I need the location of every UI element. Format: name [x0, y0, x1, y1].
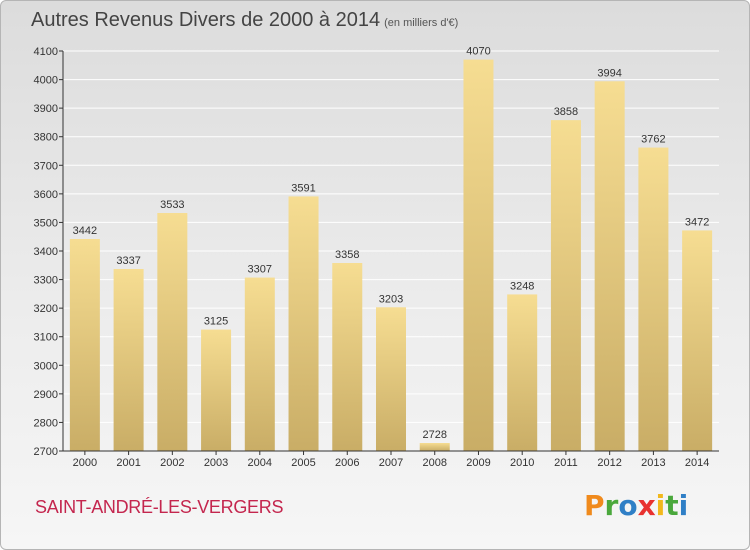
proxiti-logo[interactable]: Proxiti: [584, 489, 688, 522]
x-tick-label: 2001: [116, 457, 140, 469]
x-tick-label: 2010: [510, 457, 534, 469]
data-label: 4070: [466, 46, 490, 58]
logo-letter: P: [584, 489, 605, 522]
y-tick-label: 3800: [34, 132, 58, 144]
y-tick-label: 4000: [34, 75, 58, 87]
x-tick-label: 2006: [335, 457, 359, 469]
logo-letter: i: [655, 489, 666, 522]
bar: [419, 443, 450, 451]
bar: [113, 269, 144, 451]
bar: [594, 81, 625, 452]
x-tick-label: 2008: [422, 457, 446, 469]
data-label: 3472: [685, 216, 709, 228]
bar-chart: 2700 2800 2900 3000 3100 3200 3300 3400 3500 3600…: [34, 46, 719, 469]
data-label: 3591: [291, 182, 315, 194]
y-tick-label: 3900: [34, 103, 58, 115]
x-tick-label: 2007: [379, 457, 403, 469]
data-labels: 3442 3337 3533 3125 3307 3591 3358 3203 2728 4070…: [73, 46, 710, 441]
y-tick-label: 3600: [34, 189, 58, 201]
data-label: 3533: [160, 199, 184, 211]
x-tick-label: 2005: [291, 457, 315, 469]
chart-title: Autres Revenus Divers de 2000 à 2014 (en …: [31, 9, 458, 32]
bar: [201, 329, 232, 451]
y-tick-label: 2800: [34, 417, 58, 429]
y-axis-labels: 2700 2800 2900 3000 3100 3200 3300 3400 3500 3600…: [34, 46, 58, 458]
x-tick-label: 2013: [641, 457, 665, 469]
y-tick-label: 3300: [34, 275, 58, 287]
y-tick-label: 3500: [34, 217, 58, 229]
bar: [288, 196, 319, 451]
bar: [69, 239, 100, 451]
x-tick-label: 2000: [73, 457, 97, 469]
data-label: 3762: [641, 134, 665, 146]
bar: [157, 213, 188, 451]
data-label: 3994: [597, 67, 621, 79]
data-label: 3337: [116, 255, 140, 267]
logo-letter: t: [665, 489, 679, 522]
data-label: 3307: [248, 264, 272, 276]
x-tick-label: 2004: [248, 457, 272, 469]
bar: [638, 147, 669, 452]
x-tick-label: 2012: [597, 457, 621, 469]
data-label: 2728: [422, 429, 446, 441]
bar: [463, 59, 494, 451]
y-tick-label: 3700: [34, 160, 58, 172]
data-label: 3358: [335, 249, 359, 261]
x-tick-label: 2003: [204, 457, 228, 469]
y-tick-label: 2700: [34, 446, 58, 458]
data-label: 3125: [204, 316, 228, 328]
y-tick-label: 3200: [34, 303, 58, 315]
data-label: 3858: [554, 106, 578, 118]
bar: [376, 307, 406, 451]
x-tick-label: 2002: [160, 457, 184, 469]
commune-name: SAINT-ANDRÉ-LES-VERGERS: [35, 497, 284, 517]
bar: [332, 263, 363, 451]
y-tick-label: 4100: [34, 46, 58, 58]
bar: [244, 277, 275, 451]
logo-letter: x: [637, 489, 656, 522]
logo-letter: i: [678, 489, 689, 522]
data-label: 3203: [379, 293, 403, 305]
chart-unit: (en milliers d'€): [384, 17, 459, 29]
logo-letter: r: [604, 489, 619, 522]
x-tick-label: 2014: [685, 457, 709, 469]
bar: [507, 294, 538, 451]
y-tick-label: 3100: [34, 332, 58, 344]
y-tick-label: 3000: [34, 360, 58, 372]
bar: [550, 120, 581, 452]
y-tick-label: 3400: [34, 246, 58, 258]
bar: [682, 230, 713, 451]
x-tick-label: 2011: [554, 457, 578, 469]
data-label: 3248: [510, 280, 534, 292]
x-tick-label: 2009: [466, 457, 490, 469]
y-tick-label: 2900: [34, 389, 58, 401]
logo-letter: o: [618, 489, 638, 522]
chart-title-text: Autres Revenus Divers de 2000 à 2014: [31, 9, 381, 31]
bars: [69, 59, 713, 452]
x-axis-labels: 2000 2001 2002 2003 2004 2005 2006 2007 2008 2009…: [73, 451, 709, 469]
data-label: 3442: [73, 225, 97, 237]
